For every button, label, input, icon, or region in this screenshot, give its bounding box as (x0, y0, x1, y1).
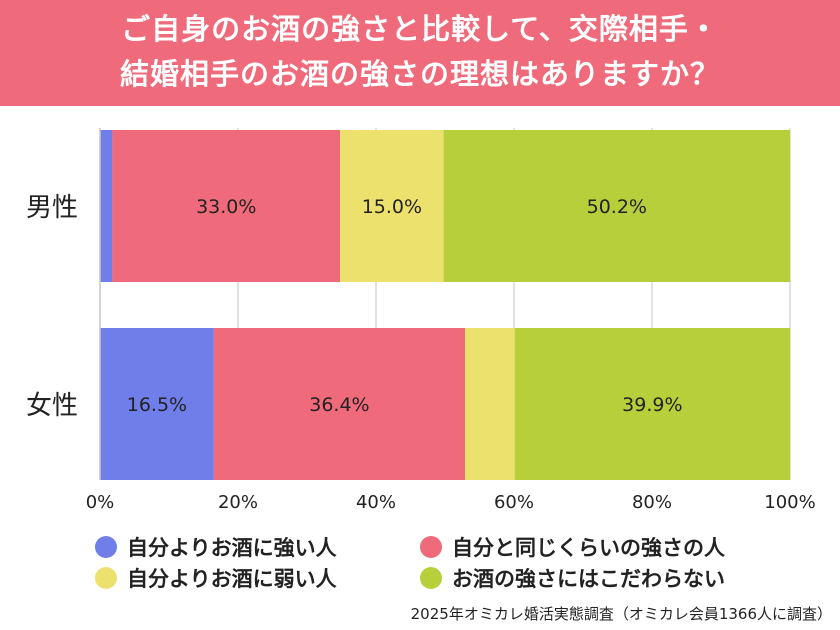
bar-segment-1-1 (213, 328, 466, 480)
data-label-1-0: 16.5% (127, 394, 187, 416)
title-banner: ご自身のお酒の強さと比較して、交際相手・ 結婚相手のお酒の強さの理想はありますか… (0, 0, 840, 106)
data-label-1-1: 36.4% (309, 394, 369, 416)
x-tick-label-2: 40% (356, 492, 396, 513)
legend-item-no-preference: お酒の強さにはこだわらない (420, 564, 725, 592)
chart-title-line-2: 結婚相手のお酒の強さの理想はありますか？ (119, 57, 720, 91)
bar-segment-0-2 (340, 130, 444, 282)
legend-label-weaker: 自分よりお酒に弱い人 (127, 567, 337, 591)
data-label-0-2: 15.0% (362, 196, 422, 218)
data-label-0-3: 50.2% (587, 196, 647, 218)
data-label-0-1: 33.0% (196, 196, 256, 218)
legend-swatch-no-preference (420, 567, 442, 589)
stacked-bar-chart: 33.0% 15.0% 50.2% 男性 16.5% 36.4% 39.9% 女性 0% 20% 4… (26, 128, 816, 513)
bar-segment-0-0 (100, 130, 113, 282)
category-label-0: 男性 (26, 193, 78, 223)
legend-item-stronger: 自分よりお酒に強い人 (95, 533, 337, 561)
legend-label-same: 自分と同じくらいの強さの人 (452, 536, 725, 560)
legend-label-no-preference: お酒の強さにはこだわらない (452, 567, 725, 591)
source-note: 2025年オミカレ婚活実態調査（オミカレ会員1366人に調査） (410, 605, 832, 623)
bar-segment-0-3 (443, 130, 790, 282)
bar-segment-1-2 (465, 328, 515, 480)
legend-item-weaker: 自分よりお酒に弱い人 (95, 564, 337, 592)
legend-label-stronger: 自分よりお酒に強い人 (127, 536, 337, 560)
legend-swatch-stronger (95, 536, 117, 558)
legend-swatch-same (420, 536, 442, 558)
category-label-1: 女性 (26, 391, 78, 421)
legend-swatch-weaker (95, 567, 117, 589)
bar-segment-1-3 (514, 328, 790, 480)
legend-item-same: 自分と同じくらいの強さの人 (420, 533, 725, 561)
chart-title-line-1: ご自身のお酒の強さと比較して、交際相手・ (121, 12, 719, 46)
data-label-1-3: 39.9% (622, 394, 682, 416)
x-tick-label-0: 0% (86, 492, 115, 513)
x-tick-label-4: 80% (632, 492, 672, 513)
bar-segment-0-1 (112, 130, 341, 282)
x-tick-label-1: 20% (218, 492, 258, 513)
x-tick-label-5: 100% (764, 492, 815, 513)
bar-segment-1-0 (100, 328, 214, 480)
x-tick-label-3: 60% (494, 492, 534, 513)
